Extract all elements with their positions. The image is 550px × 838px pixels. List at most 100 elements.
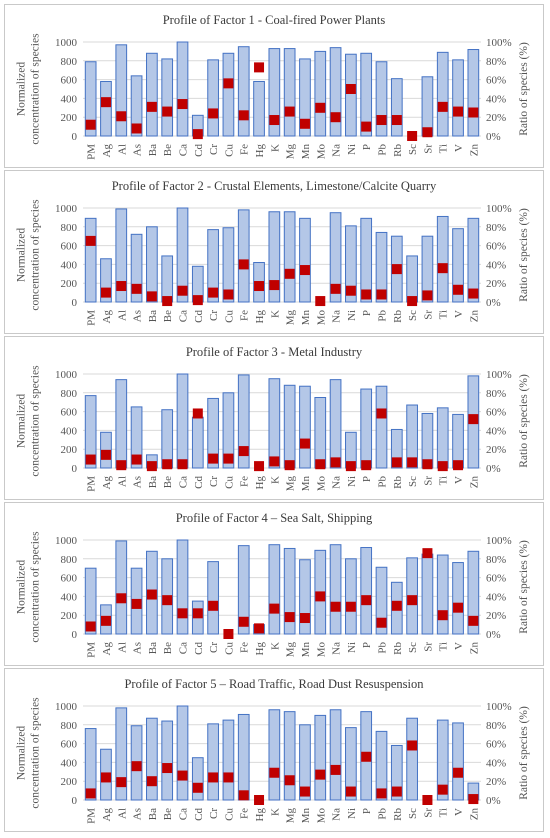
bar [283, 711, 296, 801]
ratio-marker [453, 767, 464, 778]
bar [222, 227, 235, 303]
ratio-marker [208, 287, 219, 298]
ratio-marker [376, 788, 387, 799]
category-label: Ni [346, 642, 358, 653]
bar [467, 217, 480, 303]
category-label: Ag [101, 310, 113, 324]
ratio-marker [208, 453, 219, 464]
ratio-marker [223, 78, 234, 89]
ratio-marker [116, 777, 127, 788]
category-label: Na [331, 642, 343, 655]
y2-tick-label: 80% [486, 554, 506, 566]
bar [375, 231, 388, 303]
y2-tick-label: 20% [486, 112, 506, 124]
ratio-marker [422, 127, 433, 138]
y-tick-label: 600 [61, 573, 78, 585]
y2-axis-title: Ratio of species (%) [518, 208, 530, 302]
ratio-marker [116, 281, 127, 292]
category-label: Cr [208, 310, 220, 321]
category-label: Mo [315, 808, 327, 824]
ratio-marker [315, 102, 326, 113]
category-label: V [453, 476, 465, 484]
bar [345, 558, 357, 635]
bar [237, 209, 250, 303]
factor-1-chart-panel: Profile of Factor 1 - Coal-fired Power P… [4, 4, 544, 168]
bar [115, 379, 128, 469]
bar [406, 404, 418, 469]
category-label: Rb [392, 476, 404, 489]
y2-tick-label: 0% [486, 795, 501, 807]
ratio-marker [85, 454, 96, 465]
ratio-marker [437, 610, 448, 621]
y-tick-label: 800 [61, 720, 78, 732]
y-axis-title: Normalized concentration of species [16, 199, 42, 311]
ratio-marker [116, 460, 127, 471]
y-tick-label: 0 [72, 629, 78, 641]
ratio-marker [100, 287, 111, 298]
category-label: Mo [315, 310, 327, 326]
ratio-marker [391, 786, 402, 797]
y2-tick-label: 0% [486, 463, 501, 475]
bar [115, 707, 128, 801]
y-tick-label: 400 [61, 757, 78, 769]
category-label: Ni [346, 808, 358, 819]
bar [329, 544, 342, 635]
ratio-marker [162, 763, 173, 774]
category-label: Ag [101, 476, 113, 490]
bar [146, 717, 158, 801]
bar [115, 540, 128, 635]
category-label: Mo [315, 476, 327, 492]
ratio-marker [376, 408, 387, 419]
ratio-marker [468, 414, 479, 425]
category-label: As [132, 642, 144, 654]
category-label: Sc [407, 642, 419, 653]
ratio-marker [391, 264, 402, 275]
bar [115, 44, 128, 137]
category-label: Na [331, 476, 343, 489]
category-label: P [361, 476, 373, 482]
y-axis-title: Normalized concentration of species [16, 697, 42, 809]
category-label: Na [331, 144, 343, 157]
bar [84, 395, 97, 469]
ratio-marker [100, 615, 111, 626]
ratio-marker [345, 786, 356, 797]
category-label: Cu [223, 144, 235, 157]
ratio-marker [453, 460, 464, 471]
ratio-marker [146, 291, 157, 302]
ratio-marker [146, 461, 157, 472]
y-tick-label: 200 [61, 776, 78, 788]
category-label: Hg [254, 476, 266, 490]
y-tick-label: 600 [61, 75, 78, 87]
category-label: Rb [392, 642, 404, 655]
category-label: Sr [422, 144, 434, 154]
ratio-marker [330, 601, 341, 612]
category-label: Ag [101, 144, 113, 158]
y-tick-label: 400 [61, 591, 78, 603]
category-label: Sr [422, 642, 434, 652]
category-label: Cu [223, 642, 235, 655]
category-label: Fe [239, 144, 251, 155]
ratio-marker [453, 602, 464, 613]
y2-tick-label: 20% [486, 610, 506, 622]
category-label: Cr [208, 476, 220, 487]
bar [345, 727, 357, 801]
bar [406, 717, 418, 801]
bar [176, 41, 189, 137]
bar [375, 385, 388, 469]
y-tick-label: 0 [72, 795, 78, 807]
category-label: Cd [193, 144, 205, 157]
ratio-marker [223, 772, 234, 783]
ratio-marker [468, 615, 479, 626]
y2-tick-label: 20% [486, 278, 506, 290]
factor-5-chart-svg: Profile of Factor 5 – Road Traffic, Road… [16, 677, 530, 824]
bar [345, 53, 357, 137]
y2-tick-label: 100% [486, 701, 512, 713]
ratio-marker [361, 751, 372, 762]
y-tick-label: 200 [61, 278, 78, 290]
category-label: V [453, 310, 465, 318]
y-axis-title: Normalized concentration of species [16, 33, 42, 145]
category-label: Pb [377, 310, 389, 322]
ratio-marker [192, 408, 203, 419]
category-label: Ba [147, 808, 159, 820]
ratio-marker [85, 119, 96, 130]
